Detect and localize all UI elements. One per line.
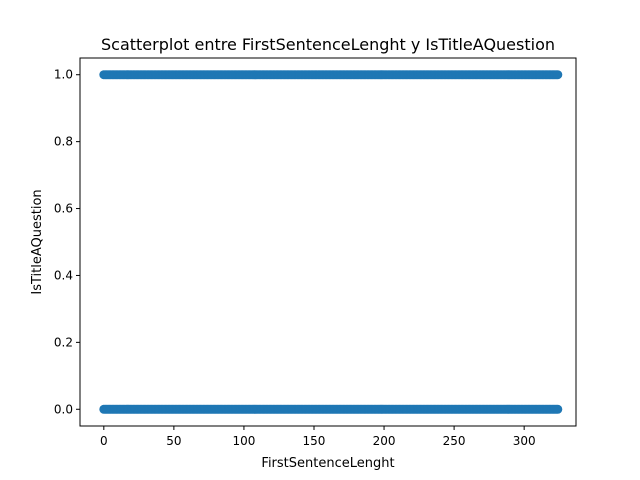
x-tick-label: 300	[513, 434, 536, 448]
data-point	[553, 70, 563, 80]
x-axis-label: FirstSentenceLenght	[261, 456, 394, 471]
axes-frame	[79, 57, 577, 427]
y-tick-label: 0.2	[54, 335, 73, 349]
x-axis: 0 50 100 150 200 250 300	[100, 426, 536, 448]
plot-area	[79, 57, 577, 427]
y-tick-label: 0.4	[54, 268, 73, 282]
x-tick-label: 250	[443, 434, 466, 448]
y-tick-label: 0.0	[54, 402, 73, 416]
y-tick-label: 0.6	[54, 202, 73, 216]
data-point	[553, 404, 563, 414]
y-tick-label: 1.0	[54, 68, 73, 82]
x-tick-label: 0	[100, 434, 108, 448]
x-tick-label: 100	[232, 434, 255, 448]
x-tick-label: 200	[373, 434, 396, 448]
x-tick-label: 150	[303, 434, 326, 448]
y-tick-label: 0.8	[54, 135, 73, 149]
x-tick-label: 50	[166, 434, 181, 448]
data-points	[99, 70, 563, 414]
y-axis: 0.0 0.2 0.4 0.6 0.8 1.0	[54, 68, 80, 416]
y-axis-label: IsTitleAQuestion	[30, 189, 45, 294]
chart-title: Scatterplot entre FirstSentenceLenght y …	[101, 35, 555, 54]
